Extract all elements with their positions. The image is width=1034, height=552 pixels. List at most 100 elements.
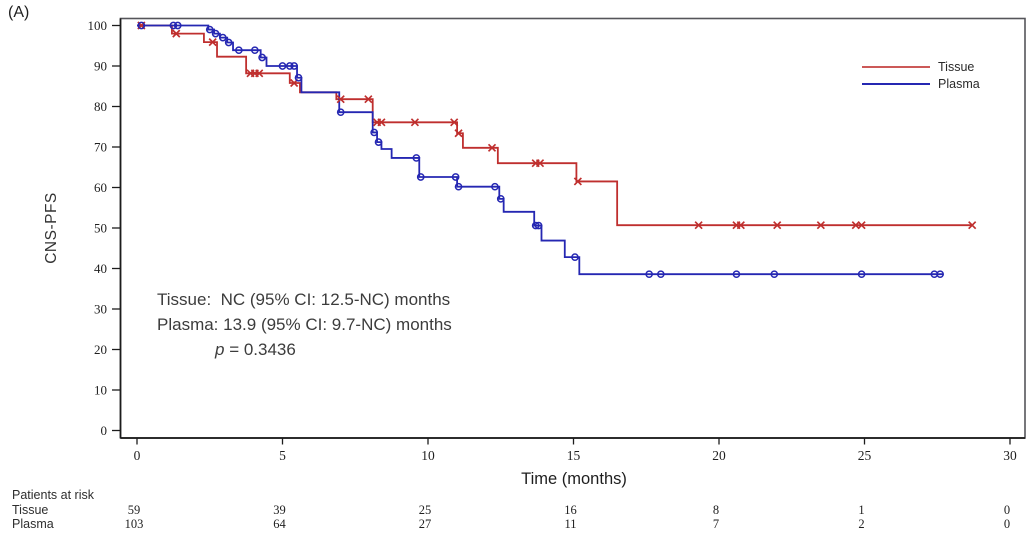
risk-count-tissue-20: 8 [712,503,720,517]
risk-count-tissue-25: 1 [858,503,865,517]
y-tick-label: 0 [101,423,108,438]
censor-circle-mark [251,46,259,55]
x-axis-label: Time (months) [521,470,627,488]
censor-circle-mark [412,154,421,162]
censor-x-mark [968,221,977,230]
censor-circle-mark [205,25,214,34]
censor-circle-mark [496,194,505,203]
risk-count-plasma-5: 64 [273,517,286,531]
risk-count-plasma-25: 2 [858,517,865,531]
x-tick-label: 10 [421,448,435,463]
censor-x-mark [377,118,386,127]
censor-x-mark [773,221,782,230]
censor-circle-mark [258,53,266,62]
y-tick-label: 30 [94,302,107,317]
censor-circle-mark [211,29,220,38]
legend-item-tissue: Tissue [862,60,980,74]
risk-row-label-plasma: Plasma [12,517,54,531]
censor-x-mark [410,118,420,127]
legend-label-plasma: Plasma [938,77,980,91]
risk-count-plasma-30: 0 [1003,517,1011,531]
censor-circle-mark [451,173,460,181]
censor-x-mark [208,38,217,47]
x-tick-label: 25 [858,448,872,463]
annotation-tissue-median: Tissue: NC (95% CI: 12.5-NC) months [157,290,451,309]
censor-circle-mark [732,270,741,279]
censor-circle-mark [857,270,866,279]
censor-circle-mark [137,21,146,30]
censor-circle-mark [936,270,945,279]
risk-count-tissue-10: 25 [418,503,432,517]
censor-x-mark [816,221,825,230]
censor-circle-mark [534,221,543,230]
censor-circle-mark [173,21,182,30]
censor-x-mark [694,221,703,230]
km-curve-plasma [137,24,944,276]
legend-label-tissue: Tissue [938,60,975,74]
y-tick-label: 10 [94,383,107,398]
censor-x-mark [172,29,181,38]
risk-count-tissue-30: 0 [1003,503,1011,517]
legend-item-plasma: Plasma [862,77,980,91]
censor-x-mark [736,221,745,230]
censor-circle-mark [169,21,178,30]
censor-circle-mark [224,38,233,47]
y-tick-label: 20 [94,342,107,357]
tissue-line-swatch [862,66,930,68]
y-tick-label: 80 [94,99,107,114]
censor-circle-mark [294,73,303,82]
risk-table-title: Patients at risk [12,488,94,502]
censor-circle-mark [285,62,294,70]
y-tick-label: 100 [88,18,108,33]
censor-circle-mark [370,128,379,137]
risk-count-plasma-20: 7 [712,517,720,531]
annotation-p-value: p = 0.3436 [157,337,452,362]
legend: Tissue Plasma [862,60,980,95]
risk-count-tissue-5: 39 [273,503,286,517]
risk-count-tissue-0: 59 [127,503,141,517]
censor-circle-mark [218,33,227,42]
risk-count-plasma-10: 27 [418,517,432,531]
censor-x-mark [336,95,345,104]
annotation-plasma-median: Plasma: 13.9 (95% CI: 9.7-NC) months [157,315,452,334]
panel-label: (A) [8,4,30,21]
censor-circle-mark [374,138,383,146]
risk-row-label-tissue: Tissue [12,503,49,517]
x-tick-label: 30 [1003,448,1017,463]
x-tick-label: 20 [712,448,726,463]
censor-circle-mark [645,270,654,279]
km-curve-tissue [137,24,973,227]
censor-x-mark [450,118,459,127]
censor-circle-mark [531,221,540,230]
censor-circle-mark [770,270,779,279]
censor-circle-mark [491,182,499,191]
x-tick-label: 15 [567,448,581,463]
censor-circle-mark [290,62,298,70]
censor-circle-mark [656,270,665,279]
censor-circle-mark [235,46,243,55]
censor-x-mark [255,69,264,78]
censor-circle-mark [571,253,579,262]
censor-x-mark [364,95,373,104]
plasma-line-swatch [862,82,930,86]
p-value-text: = 0.3436 [224,340,296,359]
p-symbol: p [215,340,225,359]
annotation-block: Tissue: NC (95% CI: 12.5-NC) months Plas… [157,287,452,362]
risk-count-tissue-15: 16 [564,503,577,517]
y-tick-label: 90 [94,59,107,74]
censor-x-mark [487,143,497,152]
y-tick-label: 70 [94,140,107,155]
y-tick-label: 40 [94,261,107,276]
y-tick-label: 50 [94,221,107,236]
censor-x-mark [573,177,582,186]
censor-circle-mark [416,173,425,181]
risk-count-plasma-0: 103 [124,517,144,531]
censor-x-mark [454,129,463,138]
censor-circle-mark [336,108,345,117]
x-tick-label: 5 [279,448,286,463]
censor-x-mark [535,159,545,168]
risk-count-plasma-15: 11 [564,517,577,531]
x-tick-label: 0 [134,448,141,463]
